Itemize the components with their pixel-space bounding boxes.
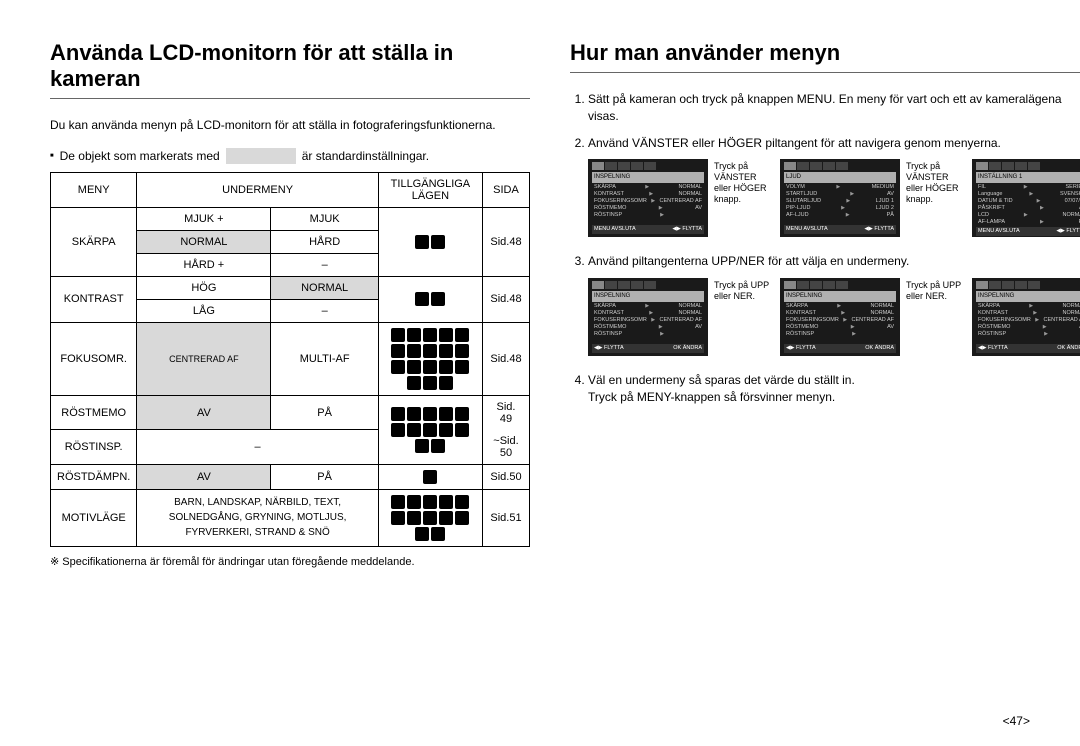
modes-cell bbox=[378, 395, 482, 464]
lcd-screen: INSPELNINGSKÄRPA▶NORMALKONTRAST▶NORMALFO… bbox=[972, 278, 1080, 356]
table-header-row: MENY UNDERMENY TILLGÄNGLIGA LÄGEN SIDA bbox=[51, 172, 530, 207]
footnote: ※ Specifikationerna är föremål för ändri… bbox=[50, 555, 530, 568]
lcd-screen: LJUDVOLYM▶MEDIUMSTARTLJUD▶AVSLUTARLJUD▶L… bbox=[780, 159, 900, 237]
table-row: RÖSTMEMO AV PÅ Sid. 49 bbox=[51, 395, 530, 430]
th-sub: UNDERMENY bbox=[137, 172, 379, 207]
nav-hint: Tryck på UPP eller NER. bbox=[714, 278, 774, 302]
steps-list: Sätt på kameran och tryck på knappen MEN… bbox=[570, 91, 1080, 406]
th-page: SIDA bbox=[482, 172, 529, 207]
lcd-screen: INSTÄLLNING 1FIL▶SERIERLanguage▶SVENSKAD… bbox=[972, 159, 1080, 237]
screens-row-2: INSPELNINGSKÄRPA▶NORMALKONTRAST▶NORMALFO… bbox=[588, 278, 1080, 356]
th-modes: TILLGÄNGLIGA LÄGEN bbox=[378, 172, 482, 207]
modes-cell bbox=[378, 276, 482, 322]
table-row: MOTIVLÄGE BARN, LANDSKAP, NÄRBILD, TEXT,… bbox=[51, 489, 530, 546]
modes-cell bbox=[378, 489, 482, 546]
step-4: Väl en undermeny så sparas det värde du … bbox=[588, 372, 1080, 406]
nav-hint: Tryck på UPP eller NER. bbox=[906, 278, 966, 302]
step-3: Använd piltangenterna UPP/NER för att vä… bbox=[588, 253, 1080, 356]
screens-row-1: INSPELNINGSKÄRPA▶NORMALKONTRAST▶NORMALFO… bbox=[588, 159, 1080, 237]
modes-cell bbox=[378, 207, 482, 276]
lcd-screen: INSPELNINGSKÄRPA▶NORMALKONTRAST▶NORMALFO… bbox=[588, 159, 708, 237]
table-row: KONTRAST HÖG NORMAL Sid.48 bbox=[51, 276, 530, 299]
default-note: ■ De objekt som markerats med är standar… bbox=[50, 148, 530, 164]
lcd-screen: INSPELNINGSKÄRPA▶NORMALKONTRAST▶NORMALFO… bbox=[780, 278, 900, 356]
table-row: FOKUSOMR. CENTRERAD AF MULTI-AF Sid.48 bbox=[51, 322, 530, 395]
nav-hint: Tryck på VÄNSTER eller HÖGER knapp. bbox=[906, 159, 966, 204]
right-column: Hur man använder menyn Sätt på kameran o… bbox=[570, 40, 1080, 726]
step-1: Sätt på kameran och tryck på knappen MEN… bbox=[588, 91, 1080, 125]
th-menu: MENY bbox=[51, 172, 137, 207]
lcd-screen: INSPELNINGSKÄRPA▶NORMALKONTRAST▶NORMALFO… bbox=[588, 278, 708, 356]
table-row: SKÄRPA MJUK + MJUK Sid.48 bbox=[51, 207, 530, 230]
table-row: RÖSTDÄMPN. AV PÅ Sid.50 bbox=[51, 464, 530, 489]
left-intro: Du kan använda menyn på LCD-monitorn för… bbox=[50, 117, 530, 134]
left-column: Använda LCD-monitorn för att ställa in k… bbox=[50, 40, 530, 726]
menu-table: MENY UNDERMENY TILLGÄNGLIGA LÄGEN SIDA S… bbox=[50, 172, 530, 547]
modes-cell bbox=[378, 322, 482, 395]
default-pre: De objekt som markerats med bbox=[60, 149, 220, 163]
default-post: är standardinställningar. bbox=[302, 149, 429, 163]
modes-cell bbox=[378, 464, 482, 489]
page-number: <47> bbox=[1003, 714, 1030, 728]
left-heading: Använda LCD-monitorn för att ställa in k… bbox=[50, 40, 530, 99]
default-swatch bbox=[226, 148, 296, 164]
nav-hint: Tryck på VÄNSTER eller HÖGER knapp. bbox=[714, 159, 774, 204]
step-2: Använd VÄNSTER eller HÖGER piltangent fö… bbox=[588, 135, 1080, 238]
right-heading: Hur man använder menyn bbox=[570, 40, 1080, 73]
